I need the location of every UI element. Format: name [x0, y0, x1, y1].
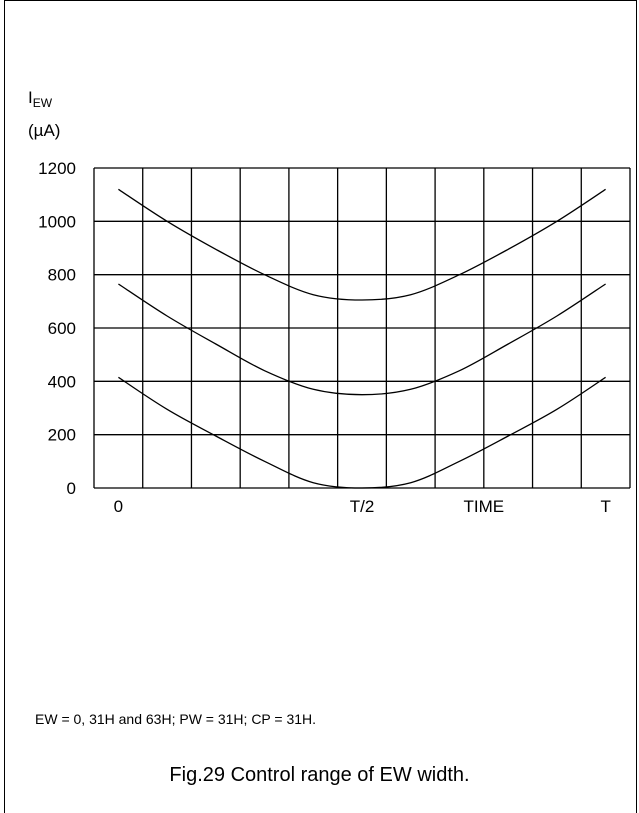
x-tick-label: T/2: [350, 497, 375, 516]
series-line-1: [118, 188, 606, 301]
series-line-3: [118, 376, 606, 489]
y-tick-label: 800: [48, 266, 76, 285]
chart-note: EW = 0, 31H and 63H; PW = 31H; CP = 31H.: [35, 711, 317, 727]
x-tick-label: TIME: [464, 497, 505, 516]
y-tick-label: 0: [67, 479, 76, 498]
x-tick-label: T: [600, 497, 610, 516]
series-line-2: [118, 283, 606, 396]
y-axis-label: IEW: [28, 88, 53, 110]
y-tick-label: 400: [48, 372, 76, 391]
y-axis-unit: (µA): [28, 121, 61, 140]
y-tick-label: 1000: [38, 212, 76, 231]
y-tick-label: 600: [48, 319, 76, 338]
y-tick-label: 1200: [38, 159, 76, 178]
figure-caption: Fig.29 Control range of EW width.: [169, 764, 470, 786]
y-tick-label: 200: [48, 426, 76, 445]
x-tick-label: 0: [114, 497, 123, 516]
figure-frame: [4, 0, 637, 813]
